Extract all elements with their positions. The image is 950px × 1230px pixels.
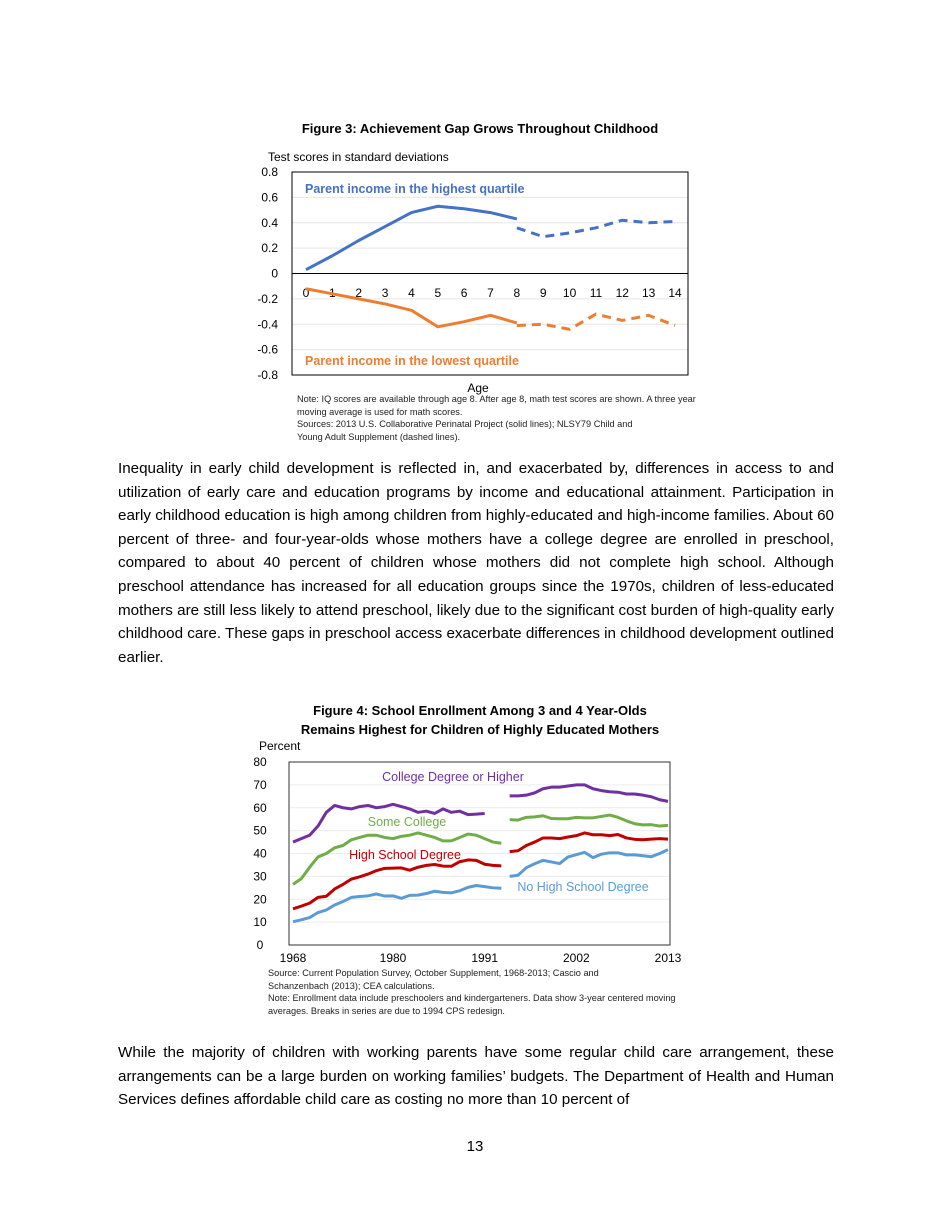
y-tick-label: 70 — [253, 778, 267, 792]
x-tick-label: 14 — [668, 286, 682, 300]
x-tick-label: 4 — [408, 286, 415, 300]
body-paragraph-2: While the majority of children with work… — [118, 1044, 834, 1109]
body-paragraph-1: Inequality in early child development is… — [118, 460, 834, 666]
figure-4-source: Source: Current Population Survey, Octob… — [268, 968, 599, 991]
x-tick-label: 1991 — [471, 951, 498, 965]
series-label: College Degree or Higher — [382, 770, 524, 784]
y-tick-label: 50 — [253, 824, 267, 838]
x-tick-label: 7 — [487, 286, 494, 300]
series-line — [509, 783, 669, 803]
x-tick-label: 11 — [590, 286, 603, 300]
series-label: High School Degree — [349, 848, 461, 862]
plot-frame — [288, 761, 671, 946]
y-tick-label: 40 — [253, 847, 267, 861]
y-tick-label: 80 — [253, 755, 267, 769]
series-line-solid — [305, 287, 518, 329]
x-tick-label: 13 — [642, 286, 656, 300]
y-tick-label: -0.8 — [257, 368, 278, 382]
series-line — [292, 858, 502, 911]
figure-4-title-line-1: Figure 4: School Enrollment Among 3 and … — [313, 703, 647, 718]
x-tick-label: 2 — [355, 286, 362, 300]
figure-3-sources: Sources: 2013 U.S. Collaborative Perinat… — [297, 419, 633, 442]
page-number: 13 — [466, 1138, 484, 1155]
x-tick-label: 12 — [616, 286, 630, 300]
y-tick-label: 30 — [253, 869, 267, 883]
y-tick-label: 0.6 — [261, 190, 278, 204]
figure-4-title-line-2: Remains Highest for Children of Highly E… — [300, 722, 660, 737]
y-tick-label: 0.4 — [261, 216, 278, 230]
figure-3-title: Figure 3: Achievement Gap Grows Througho… — [301, 121, 659, 136]
y-tick-label: 60 — [253, 801, 267, 815]
x-tick-label: 2013 — [655, 951, 682, 965]
x-tick-label: 9 — [540, 286, 547, 300]
x-tick-label: 10 — [563, 286, 577, 300]
series-label-lowest: Parent income in the lowest quartile — [305, 354, 519, 368]
series-label-highest: Parent income in the highest quartile — [305, 182, 525, 196]
series-line — [509, 848, 669, 878]
y-tick-label: 0 — [271, 267, 278, 281]
figure-3-note: Note: IQ scores are available through ag… — [297, 394, 696, 417]
figure-4-note: Note: Enrollment data include preschoole… — [268, 993, 676, 1016]
x-tick-label: 0 — [303, 286, 310, 300]
series-line — [292, 831, 502, 886]
series-label: No High School Degree — [517, 880, 648, 894]
x-tick-label: 1968 — [280, 951, 307, 965]
series-line — [292, 802, 485, 844]
series-line-solid — [305, 204, 518, 272]
y-tick-label: 0.8 — [261, 165, 278, 179]
series-line — [509, 831, 669, 854]
y-axis-title: Percent — [259, 739, 301, 753]
x-tick-label: 2002 — [563, 951, 590, 965]
series-line-dashed — [516, 218, 676, 239]
series-line — [292, 884, 502, 924]
series-line — [509, 813, 669, 828]
y-tick-label: -0.4 — [257, 317, 278, 331]
x-tick-label: 1980 — [380, 951, 407, 965]
series-label: Some College — [368, 815, 447, 829]
y-axis-title: Test scores in standard deviations — [268, 150, 449, 164]
x-axis-title: Age — [467, 381, 489, 395]
series-line-dashed — [516, 312, 676, 331]
y-tick-label: 0 — [257, 938, 264, 952]
x-tick-label: 6 — [461, 286, 468, 300]
y-tick-label: -0.6 — [257, 343, 278, 357]
y-tick-label: 20 — [253, 892, 267, 906]
y-tick-label: 10 — [253, 915, 267, 929]
x-tick-label: 5 — [434, 286, 441, 300]
y-tick-label: 0.2 — [261, 241, 278, 255]
y-tick-label: -0.2 — [257, 292, 278, 306]
x-tick-label: 3 — [382, 286, 389, 300]
x-tick-label: 8 — [514, 286, 521, 300]
